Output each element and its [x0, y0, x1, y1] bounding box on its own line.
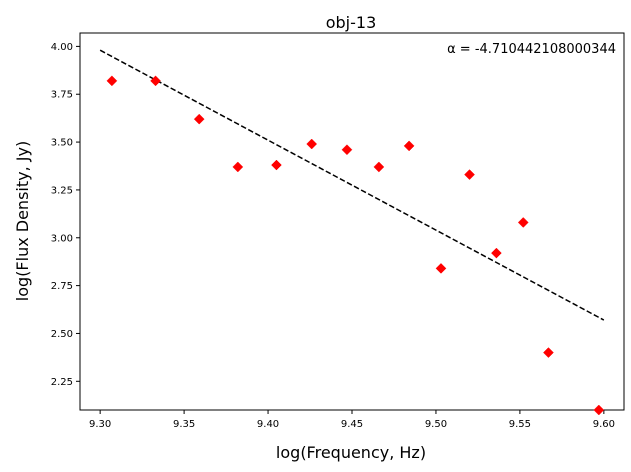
data-point: [435, 263, 447, 274]
data-point: [403, 140, 415, 152]
x-tick-label: 9.50: [425, 419, 447, 430]
data-point: [543, 347, 554, 358]
y-axis: 2.25 2.50 2.75 3.00 3.25 3.50 3.75 4.00: [51, 42, 80, 388]
data-point: [193, 113, 205, 125]
y-tick-label: 3.50: [51, 138, 73, 149]
y-tick-label: 4.00: [51, 42, 73, 53]
x-axis: 9.30 9.35 9.40 9.45 9.50 9.55 9.60: [89, 410, 615, 430]
data-point: [232, 161, 244, 173]
y-tick-label: 3.75: [51, 90, 73, 101]
x-tick-label: 9.30: [89, 419, 111, 430]
x-tick-label: 9.60: [593, 419, 615, 430]
fit-line-group: [99, 49, 605, 321]
data-point: [150, 75, 161, 87]
data-points: [106, 75, 605, 416]
fit-line: [99, 49, 605, 321]
y-tick-label: 3.00: [51, 233, 73, 244]
data-point: [491, 247, 502, 259]
chart-title: obj-13: [326, 13, 377, 32]
x-tick-label: 9.45: [341, 419, 363, 430]
y-tick-label: 2.75: [51, 281, 73, 292]
x-tick-label: 9.35: [173, 419, 195, 430]
data-point: [593, 404, 605, 416]
y-tick-label: 3.25: [51, 185, 73, 196]
y-tick-label: 2.25: [51, 377, 73, 388]
y-tick-label: 2.50: [51, 329, 73, 340]
data-point: [306, 138, 318, 150]
x-tick-label: 9.55: [509, 419, 531, 430]
alpha-annotation: α = -4.710442108000344: [447, 42, 616, 57]
data-point: [271, 159, 282, 171]
data-point: [341, 144, 353, 156]
y-axis-label: log(Flux Density, Jy): [13, 141, 32, 301]
x-tick-label: 9.40: [257, 419, 279, 430]
data-point: [373, 161, 385, 173]
x-axis-label: log(Frequency, Hz): [276, 443, 426, 462]
data-point: [517, 217, 529, 228]
data-point: [464, 169, 475, 180]
data-point: [106, 75, 118, 87]
